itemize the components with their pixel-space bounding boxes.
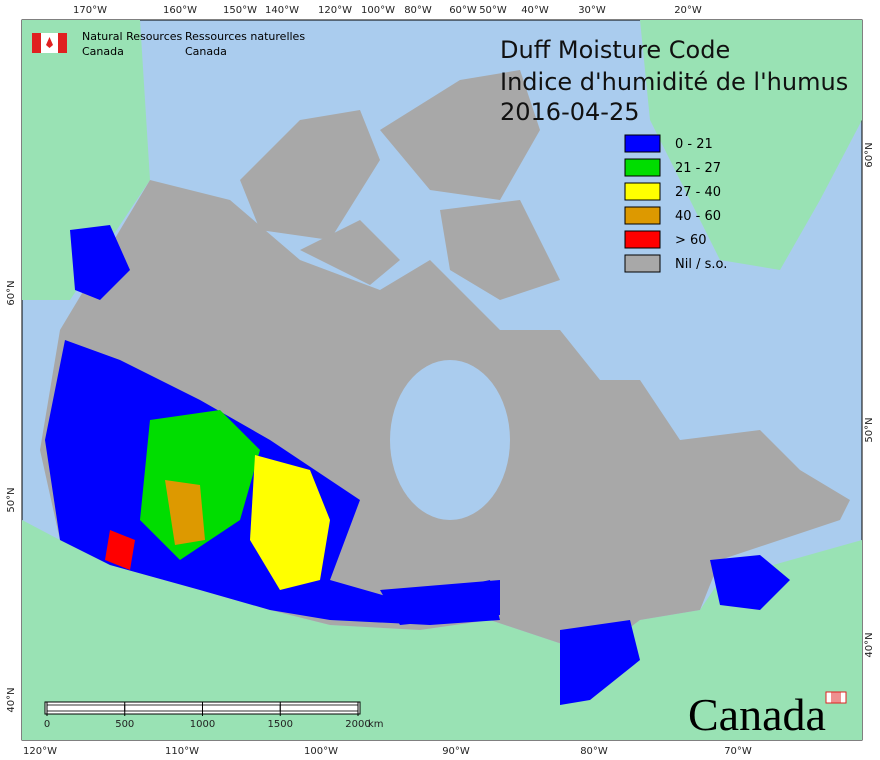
wordmark-text: Canada bbox=[688, 689, 826, 740]
legend-swatch bbox=[624, 206, 661, 225]
flag-bar bbox=[32, 33, 41, 53]
bottom-label: 80°W bbox=[580, 746, 608, 757]
legend-label: 27 - 40 bbox=[675, 185, 721, 200]
dmc-yukon bbox=[70, 225, 130, 300]
legend-label: 0 - 21 bbox=[675, 137, 713, 152]
title-line: Indice d'humidité de l'humus bbox=[500, 68, 848, 96]
flag-bar bbox=[58, 33, 67, 53]
scale-label: 0 bbox=[44, 719, 50, 730]
top-label: 20°W bbox=[674, 5, 702, 16]
left-label: 50°N bbox=[6, 487, 17, 512]
flag-leaf bbox=[46, 37, 53, 48]
basemap bbox=[22, 20, 862, 740]
top-label: 150°W bbox=[223, 5, 257, 16]
bottom-label: 90°W bbox=[442, 746, 470, 757]
usa bbox=[22, 520, 862, 740]
header: Natural Resources Canada Ressources natu… bbox=[32, 30, 305, 58]
graticule-labels: 170°W 160°W 150°W 140°W 120°W 100°W 80°W 60°W 50… bbox=[6, 5, 875, 757]
scale-label: 1500 bbox=[268, 719, 293, 730]
arctic-islands bbox=[240, 70, 560, 300]
top-label: 140°W bbox=[265, 5, 299, 16]
scale-segment bbox=[202, 704, 281, 712]
bottom-label: 110°W bbox=[165, 746, 199, 757]
scale-label: 1000 bbox=[190, 719, 215, 730]
alaska bbox=[22, 20, 150, 300]
scale-segment bbox=[279, 704, 359, 712]
left-label: 60°N bbox=[6, 280, 17, 305]
top-label: 100°W bbox=[361, 5, 395, 16]
dmc-west-extreme bbox=[105, 530, 135, 570]
title-line: Duff Moisture Code bbox=[500, 36, 730, 64]
top-label: 170°W bbox=[73, 5, 107, 16]
legend-label: 21 - 27 bbox=[675, 161, 721, 176]
header-en: Canada bbox=[82, 45, 124, 58]
title-line: 2016-04-25 bbox=[500, 98, 639, 126]
legend-label: > 60 bbox=[675, 233, 707, 248]
right-label: 50°N bbox=[864, 417, 875, 442]
scale-segment bbox=[124, 704, 203, 712]
header-fr: Canada bbox=[185, 45, 227, 58]
bottom-label: 70°W bbox=[724, 746, 752, 757]
scale-unit: km bbox=[368, 719, 384, 730]
top-label: 50°W bbox=[479, 5, 507, 16]
scale-label: 2000 bbox=[345, 719, 370, 730]
dmc-north-ontario bbox=[380, 580, 500, 625]
greenland bbox=[640, 20, 862, 270]
bottom-label: 120°W bbox=[23, 746, 57, 757]
scale-label: 500 bbox=[115, 719, 134, 730]
top-label: 60°W bbox=[449, 5, 477, 16]
legend-label: Nil / s.o. bbox=[675, 257, 727, 272]
right-label: 40°N bbox=[864, 632, 875, 657]
top-label: 40°W bbox=[521, 5, 549, 16]
top-label: 160°W bbox=[163, 5, 197, 16]
wordmark: Canada bbox=[688, 689, 847, 740]
dmc-west-higher bbox=[165, 480, 205, 545]
scale-segment bbox=[46, 704, 126, 712]
top-label: 120°W bbox=[318, 5, 352, 16]
legend-swatch bbox=[624, 230, 661, 249]
legend-swatch bbox=[624, 158, 661, 177]
wordmark-flag-leaf bbox=[831, 692, 841, 703]
legend-label: 40 - 60 bbox=[675, 209, 721, 224]
legend-swatch bbox=[624, 254, 661, 273]
dmc-ontario bbox=[560, 620, 640, 705]
legend-swatch bbox=[624, 134, 661, 153]
bottom-label: 100°W bbox=[304, 746, 338, 757]
title: Duff Moisture Code Indice d'humidité de … bbox=[500, 36, 848, 126]
legend: 0 - 21 21 - 27 27 - 40 40 - 60 > 60 Nil / s.o… bbox=[624, 134, 727, 273]
top-label: 30°W bbox=[578, 5, 606, 16]
hudson-bay bbox=[390, 360, 510, 520]
dmc-prairie-high bbox=[250, 455, 330, 590]
top-label: 80°W bbox=[404, 5, 432, 16]
header-fr: Ressources naturelles bbox=[185, 30, 305, 43]
right-label: 60°N bbox=[864, 142, 875, 167]
legend-swatch bbox=[624, 182, 661, 201]
left-label: 40°N bbox=[6, 687, 17, 712]
header-en: Natural Resources bbox=[82, 30, 183, 43]
dmc-maritimes bbox=[710, 555, 790, 610]
